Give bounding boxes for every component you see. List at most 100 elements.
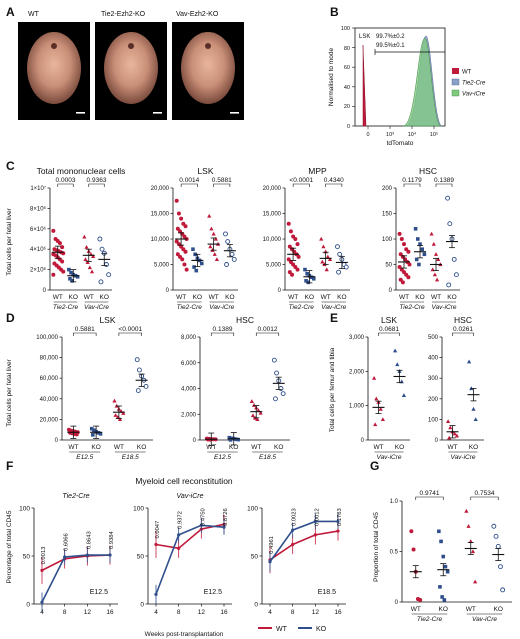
data-point: [401, 393, 406, 397]
data-point: [70, 279, 74, 283]
pvalue-label: 0.0014: [179, 177, 199, 184]
group-title: Vav-iCre: [376, 454, 401, 461]
pvalue-label: <0.0001: [289, 177, 313, 184]
data-point: [274, 370, 279, 376]
series-point: [199, 523, 203, 527]
data-point: [343, 264, 349, 270]
group-label: WT: [84, 294, 94, 301]
series-point: [154, 542, 158, 547]
data-point: [399, 237, 404, 241]
y-tick-label: 0: [254, 601, 258, 608]
hist-curve-vav: [402, 37, 442, 127]
data-point: [454, 433, 459, 438]
chart-title: LSK: [99, 315, 115, 325]
chart-f-e18: 0 50 100 4 8 12 16 0.4961 0.0023 0.0012 0.1783 E18.…: [247, 505, 346, 616]
chart-d-lsk: LSK 0 20,000 40,000 60,000 80,000 100,000 WT KO W…: [36, 315, 153, 461]
y-tick-label: 3,000: [349, 335, 365, 341]
y-tick-label: 8×10⁶: [30, 205, 47, 212]
data-point: [418, 242, 422, 246]
data-point: [183, 249, 188, 254]
x-tick-label: 16: [220, 609, 228, 616]
data-point: [249, 399, 254, 403]
series-point: [222, 525, 226, 529]
panel-g-y-axis-label: Proportion of total CD45: [373, 512, 380, 582]
series-line-wt: [41, 554, 111, 572]
series-point: [268, 560, 272, 564]
group-label: WT: [447, 444, 457, 451]
x-tick-label: 12: [84, 609, 92, 616]
pvalue-label: 0.8643: [86, 531, 92, 549]
pvalue-label: 0.1179: [402, 177, 422, 184]
legend-swatch-wt: [452, 68, 459, 74]
condition-label: E12.5: [204, 589, 222, 596]
photo-label-wt: WT: [28, 11, 40, 18]
y-tick-label: 50: [23, 553, 31, 560]
data-point: [491, 523, 497, 529]
data-point: [207, 213, 212, 218]
data-point: [431, 241, 436, 246]
data-point: [258, 410, 263, 415]
data-point: [374, 396, 379, 401]
hist-ytick-20: 20: [344, 104, 350, 110]
y-tick-label: 0: [166, 288, 170, 294]
data-point: [183, 224, 188, 229]
group-title: Tie2-Cre: [417, 616, 443, 623]
y-tick-label: 5,000: [266, 263, 282, 269]
data-point: [420, 247, 424, 251]
panel-letter-a: A: [6, 5, 15, 19]
data-point: [251, 403, 257, 407]
condition-label: E12.5: [90, 589, 108, 596]
group-label: WT: [114, 444, 124, 451]
group-title: Vav-iCre: [472, 616, 497, 623]
panel-e-y-axis-label: Total cells per femur and tibia: [329, 347, 336, 432]
panel-f-title: Myeloid cell reconstitution: [135, 476, 233, 486]
data-point: [440, 595, 444, 599]
series-point: [313, 519, 317, 524]
data-point: [372, 376, 377, 380]
data-point: [448, 425, 453, 430]
embryo-photo-wt: [18, 22, 90, 120]
data-point: [273, 396, 278, 402]
data-point: [304, 279, 308, 283]
group-label: WT: [321, 294, 331, 301]
hist-xlabel-3: 10³: [386, 132, 394, 138]
histogram-frame: [354, 27, 446, 127]
pvalue-label: 0.9384: [109, 531, 115, 550]
group-label: KO: [229, 444, 238, 451]
y-tick-label: 0: [55, 438, 59, 444]
data-point: [228, 438, 233, 442]
chart-e-lsk: LSK 0 1,000 2,000 3,000 WT KO Vav-iCre 0.0681: [349, 315, 410, 461]
pvalue-bracket: [452, 332, 474, 336]
y-tick-label: 20,000: [263, 186, 282, 192]
y-tick-label: 60,000: [40, 376, 59, 382]
data-point: [306, 280, 311, 285]
chart-e-hsc: HSC 0 100 200 300 400 500 WT KO Vav-iCre 0.0261: [428, 315, 484, 461]
data-point: [290, 272, 295, 277]
data-point: [414, 257, 419, 262]
data-point: [498, 564, 503, 570]
data-point: [320, 259, 325, 264]
pvalue-bracket: [88, 183, 105, 187]
panel-b-histogram: 0 20 40 60 80 100 Normalised to mode LSK…: [328, 26, 486, 147]
data-point: [439, 539, 443, 544]
data-point: [82, 234, 87, 239]
pvalue-bracket: [210, 332, 235, 336]
y-tick-label: 10,000: [151, 237, 170, 243]
chart-g-proportion: 0 0.5 1.0 WT KO WT KO Tie2-Cre Vav-iCre 0.9741 0.7…: [390, 490, 512, 623]
data-point: [407, 262, 412, 267]
pvalue-bracket: [435, 183, 453, 187]
data-point: [75, 274, 80, 279]
data-point: [433, 252, 439, 256]
group-title: Vav-iCre: [450, 454, 475, 461]
data-point: [447, 435, 452, 440]
pvalue-bracket: [415, 496, 444, 500]
series-point: [108, 553, 112, 557]
y-tick-label: 50: [137, 553, 145, 560]
pvalue-label: 0.0012: [314, 508, 320, 526]
chart-title: LSK: [197, 166, 213, 176]
data-point: [397, 231, 402, 236]
data-point: [229, 251, 235, 257]
y-tick-label: 300: [428, 376, 439, 382]
pvalue-label: <0.0001: [118, 326, 142, 333]
group-title: E12.5: [76, 454, 93, 461]
